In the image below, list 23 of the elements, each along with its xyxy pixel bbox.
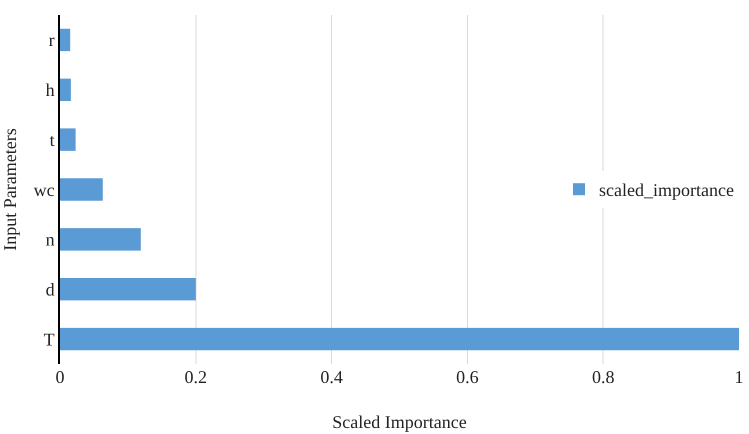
y-tick-label: t [50,130,55,150]
bar [60,178,103,201]
legend-label: scaled_importance [599,180,734,200]
bar [60,228,141,251]
x-tick-label: 0.4 [320,367,343,387]
x-axis-title: Scaled Importance [332,412,467,432]
y-tick-label: wc [34,180,55,200]
y-tick-label: n [46,230,55,250]
y-tick-label: h [46,80,55,100]
x-tick-label: 0 [56,367,64,387]
x-tick-label: 1 [734,367,744,387]
bar [60,328,739,350]
bar [60,78,71,101]
bar [60,278,196,300]
y-tick-label: T [44,329,55,350]
x-tick-label: 0.2 [184,367,208,387]
x-tick-label: 0.8 [592,367,614,387]
bar [60,28,70,52]
bar [60,128,76,151]
y-tick-label: r [48,30,55,50]
x-tick-label: 0.6 [456,367,479,387]
y-axis-title: Input Parameters [0,128,20,251]
y-tick-label: d [46,280,55,300]
